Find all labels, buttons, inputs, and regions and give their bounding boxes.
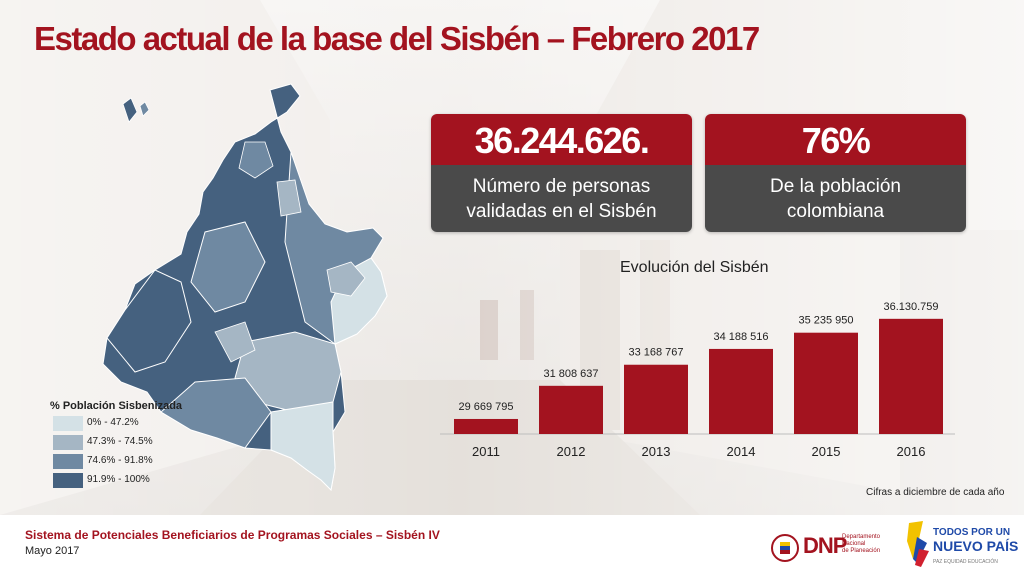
- bar-value-label: 31 808 637: [543, 368, 598, 380]
- legend-swatch: [53, 473, 83, 488]
- legend-swatch: [53, 416, 83, 431]
- bar-2014: [709, 348, 773, 434]
- kpi-card-personas: 36.244.626. Número de personas validadas…: [431, 114, 692, 232]
- bar-2015: [794, 332, 858, 434]
- x-tick-label: 2013: [642, 444, 671, 459]
- legend-item: 74.6% - 91.8%: [50, 454, 182, 471]
- kpi-caption-line2: validadas en el Sisbén: [466, 201, 657, 222]
- dnp-logo: DNP: [803, 533, 847, 558]
- chart-note: Cifras a diciembre de cada año: [866, 487, 1005, 498]
- todos-por-un-nuevo-pais-logo: TODOS POR UN NUEVO PAÍS PAZ EQUIDAD EDUC…: [907, 521, 1018, 567]
- dnp-logo-subtitle: Departamento Nacional de Planeación: [842, 534, 880, 555]
- bar-2013: [624, 364, 688, 434]
- chart-title: Evolución del Sisbén: [620, 259, 769, 276]
- footer-date: Mayo 2017: [25, 545, 80, 557]
- legend-swatch: [53, 454, 83, 469]
- x-tick-label: 2014: [727, 444, 756, 459]
- legend-swatch: [53, 435, 83, 450]
- page-title: Estado actual de la base del Sisbén – Fe…: [34, 20, 760, 57]
- kpi-caption-line1: Número de personas: [472, 176, 651, 197]
- kpi-value: 36.244.626.: [431, 114, 692, 165]
- bar-value-label: 33 168 767: [628, 347, 683, 359]
- legend-label: 47.3% - 74.5%: [87, 436, 153, 447]
- footer: Sistema de Potenciales Beneficiarios de …: [0, 515, 1024, 576]
- x-tick-label: 2011: [472, 444, 500, 459]
- x-tick-label: 2012: [557, 444, 586, 459]
- legend-label: 0% - 47.2%: [87, 417, 139, 428]
- legend-item: 47.3% - 74.5%: [50, 435, 182, 452]
- legend-label: 91.9% - 100%: [87, 474, 150, 485]
- legend-item: 0% - 47.2%: [50, 416, 182, 433]
- legend-title: % Población Sisbenizada: [50, 400, 183, 412]
- bar-2012: [539, 385, 603, 434]
- kpi-caption-line1: De la población: [770, 176, 901, 197]
- bar-value-label: 36.130.759: [883, 301, 938, 313]
- bar-value-label: 29 669 795: [458, 401, 513, 413]
- dnp-sub-line: Nacional: [842, 541, 866, 547]
- legend-item: 91.9% - 100%: [50, 473, 182, 490]
- kpi-value: 76%: [705, 114, 966, 165]
- dnp-sub-line: Departamento: [842, 534, 881, 540]
- bar-value-label: 35 235 950: [798, 315, 853, 327]
- dnp-sub-line: de Planeación: [842, 548, 881, 554]
- x-tick-label: 2015: [812, 444, 841, 459]
- colombia-shield-icon: [771, 534, 799, 562]
- kpi-caption-line2: colombiana: [786, 201, 885, 222]
- kpi-caption: De la población colombiana: [705, 165, 966, 232]
- bar-2016: [879, 318, 943, 434]
- footer-title: Sistema de Potenciales Beneficiarios de …: [25, 528, 440, 542]
- kpi-card-poblacion: 76% De la población colombiana: [705, 114, 966, 232]
- colombia-map: [102, 83, 388, 492]
- bar-value-label: 34 188 516: [713, 331, 768, 343]
- map-legend: % Población Sisbenizada 0% - 47.2% 47.3% …: [50, 400, 182, 492]
- kpi-caption: Número de personas validadas en el Sisbé…: [431, 165, 692, 232]
- tpn-line3: PAZ EQUIDAD EDUCACIÓN: [933, 558, 998, 565]
- bar-chart: 29 669 795 2011 31 808 637 2012 33 168 767 20…: [440, 301, 955, 459]
- x-tick-label: 2016: [897, 444, 926, 459]
- tpn-line1: TODOS POR UN: [933, 527, 1010, 538]
- legend-label: 74.6% - 91.8%: [87, 455, 153, 466]
- bar-2011: [454, 418, 518, 434]
- tpn-line2: NUEVO PAÍS: [933, 538, 1018, 554]
